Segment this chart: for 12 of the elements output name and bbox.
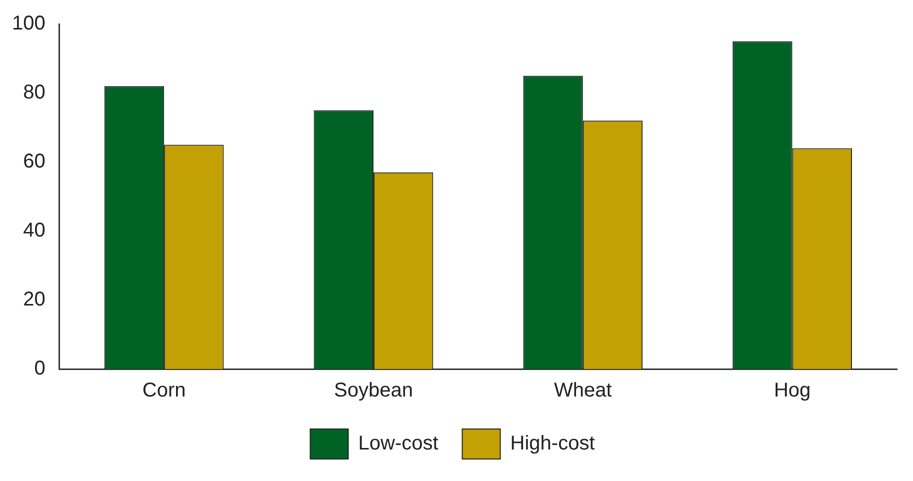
y-tick-label: 0 [34, 358, 46, 380]
x-tick-label: Corn [142, 380, 186, 402]
x-tick-label: Hog [774, 380, 811, 402]
y-tick-label: 20 [23, 288, 46, 311]
y-tick-label: 60 [23, 150, 46, 173]
y-tick-label: 40 [23, 220, 46, 242]
x-tick-label: Wheat [554, 380, 612, 402]
x-tick-label: Soybean [334, 380, 413, 402]
legend-label: High-cost [510, 432, 596, 455]
y-tick-label: 100 [12, 12, 46, 35]
legend-label: Low-cost [358, 432, 439, 455]
y-tick-label: 80 [23, 82, 46, 104]
